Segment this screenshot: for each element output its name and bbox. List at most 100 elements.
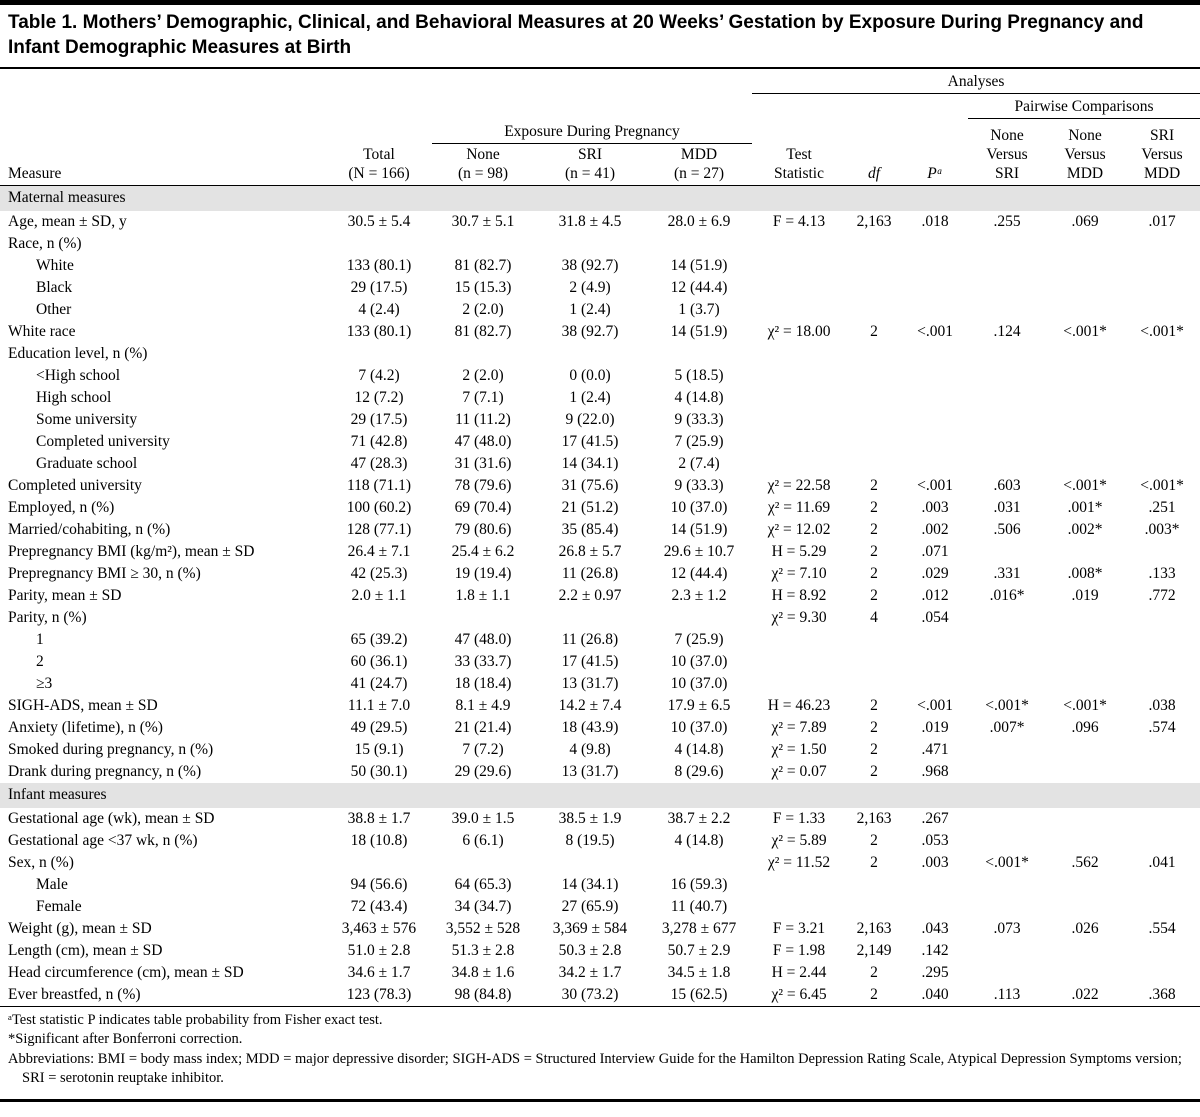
cell-none-vs-sri <box>968 874 1046 896</box>
cell-sri: 27 (65.9) <box>561 897 619 915</box>
cell-mdd: 15 (62.5) <box>670 985 728 1003</box>
cell-total: 100 (60.2) <box>346 498 412 516</box>
header-row-groups: None (n = 98) SRI (n = 41) MDD (n = 27) <box>0 143 1200 185</box>
cell-test-statistic <box>752 233 846 255</box>
cell-df: 2,163 <box>856 919 892 937</box>
cell-sri-vs-mdd: .038 <box>1148 696 1176 714</box>
cell-mdd: 5 (18.5) <box>674 366 724 384</box>
cell-test-statistic <box>752 365 846 387</box>
cell-total: 15 (9.1) <box>354 740 404 758</box>
cell-none-vs-sri <box>968 739 1046 761</box>
cell-mdd: 2.3 ± 1.2 <box>671 586 727 604</box>
cell-test-statistic: F = 4.13 <box>772 212 826 230</box>
cell-sri-vs-mdd <box>1124 453 1200 475</box>
cell-p <box>902 299 968 321</box>
cell-p <box>902 453 968 475</box>
cell-none: 78 (79.6) <box>454 476 512 494</box>
col-group-pairwise-comparisons: Pairwise Comparisons <box>968 93 1200 119</box>
cell-mdd: 4 (14.8) <box>674 740 724 758</box>
cell-sri-vs-mdd <box>1124 629 1200 651</box>
cell-p: .267 <box>921 809 949 827</box>
cell-none-vs-mdd: .026 <box>1071 919 1099 937</box>
cell-df: 2 <box>870 853 878 871</box>
cell-sri-vs-mdd <box>1124 541 1200 563</box>
cell-mdd: 11 (40.7) <box>670 897 728 915</box>
cell-p: .968 <box>921 762 949 780</box>
cell-df: 2 <box>870 476 878 494</box>
header-row-pairwise: Pairwise Comparisons <box>0 93 1200 119</box>
col-header-mdd: MDD (n = 27) <box>673 145 725 182</box>
cell-none-vs-mdd <box>1046 299 1124 321</box>
measure-label: <High school <box>36 366 121 384</box>
cell-sri: 14.2 ± 7.4 <box>558 696 622 714</box>
cell-df: 2 <box>870 963 878 981</box>
cell-mdd: 14 (51.9) <box>670 520 728 538</box>
cell-none-vs-sri: .255 <box>993 212 1021 230</box>
measure-label: White <box>36 256 74 274</box>
measure-label: Female <box>36 897 82 915</box>
cell-test-statistic: H = 5.29 <box>771 542 827 560</box>
cell-none: 19 (19.4) <box>454 564 512 582</box>
cell-mdd: 12 (44.4) <box>670 278 728 296</box>
cell-df <box>846 299 902 321</box>
cell-mdd <box>646 607 752 629</box>
cell-total: 47 (28.3) <box>350 454 408 472</box>
col-header-df: df <box>867 164 881 182</box>
cell-none-vs-sri: .073 <box>993 919 1021 937</box>
cell-test-statistic <box>752 343 846 365</box>
table-row: <High school 7 (4.2) 2 (2.0) 0 (0.0) 5 (18.5… <box>0 365 1200 387</box>
measure-label: Completed university <box>36 432 170 450</box>
cell-none: 8.1 ± 4.9 <box>455 696 511 714</box>
measure-label: Married/cohabiting, n (%) <box>8 520 171 538</box>
measure-label: Gestational age (wk), mean ± SD <box>8 809 215 827</box>
cell-sri: 31 (75.6) <box>561 476 619 494</box>
footnote-asterisk: *Significant after Bonferroni correction… <box>8 1031 243 1047</box>
cell-sri: 13 (31.7) <box>561 762 619 780</box>
cell-test-statistic: χ² = 0.07 <box>771 762 827 780</box>
cell-total: 72 (43.4) <box>350 897 408 915</box>
cell-none-vs-mdd <box>1046 387 1124 409</box>
cell-test-statistic <box>752 874 846 896</box>
cell-sri-vs-mdd <box>1124 896 1200 918</box>
cell-none: 51.3 ± 2.8 <box>451 941 515 959</box>
cell-p: .142 <box>921 941 949 959</box>
cell-none-vs-mdd: .562 <box>1071 853 1099 871</box>
cell-none-vs-mdd: <.001* <box>1063 476 1107 494</box>
cell-total: 60 (36.1) <box>350 652 408 670</box>
table-row: Married/cohabiting, n (%) 128 (77.1) 79 (8… <box>0 519 1200 541</box>
cell-p: .002 <box>921 520 949 538</box>
cell-total: 128 (77.1) <box>346 520 412 538</box>
table-row: 1 65 (39.2) 47 (48.0) 11 (26.8) 7 (25.9) <box>0 629 1200 651</box>
cell-mdd: 10 (37.0) <box>670 498 728 516</box>
cell-total: 41 (24.7) <box>350 674 408 692</box>
cell-total: 34.6 ± 1.7 <box>347 963 411 981</box>
cell-test-statistic <box>752 431 846 453</box>
cell-p <box>902 409 968 431</box>
cell-sri-vs-mdd: .574 <box>1148 718 1176 736</box>
cell-df <box>846 874 902 896</box>
measure-label: Education level, n (%) <box>8 344 148 362</box>
cell-mdd: 1 (3.7) <box>678 300 720 318</box>
cell-p <box>902 896 968 918</box>
cell-p: .019 <box>921 718 949 736</box>
cell-none-vs-mdd: .022 <box>1071 985 1099 1003</box>
cell-sri-vs-mdd <box>1124 233 1200 255</box>
measure-label: High school <box>36 388 112 406</box>
measure-label: Male <box>36 875 68 893</box>
cell-sri: 17 (41.5) <box>561 432 619 450</box>
cell-none-vs-mdd: .001* <box>1067 498 1103 516</box>
header-row-analyses: Analyses <box>0 69 1200 94</box>
cell-mdd: 9 (33.3) <box>674 476 724 494</box>
cell-none: 30.7 ± 5.1 <box>451 212 515 230</box>
cell-none-vs-sri <box>968 896 1046 918</box>
cell-p: .029 <box>921 564 949 582</box>
cell-none-vs-sri: .007* <box>989 718 1025 736</box>
cell-p <box>902 874 968 896</box>
cell-none-vs-sri <box>968 277 1046 299</box>
cell-p: .053 <box>921 831 949 849</box>
table-row: Completed university 71 (42.8) 47 (48.0) 17… <box>0 431 1200 453</box>
col-group-analyses: Analyses <box>752 69 1200 94</box>
cell-none-vs-sri <box>968 343 1046 365</box>
cell-none-vs-mdd <box>1046 940 1124 962</box>
